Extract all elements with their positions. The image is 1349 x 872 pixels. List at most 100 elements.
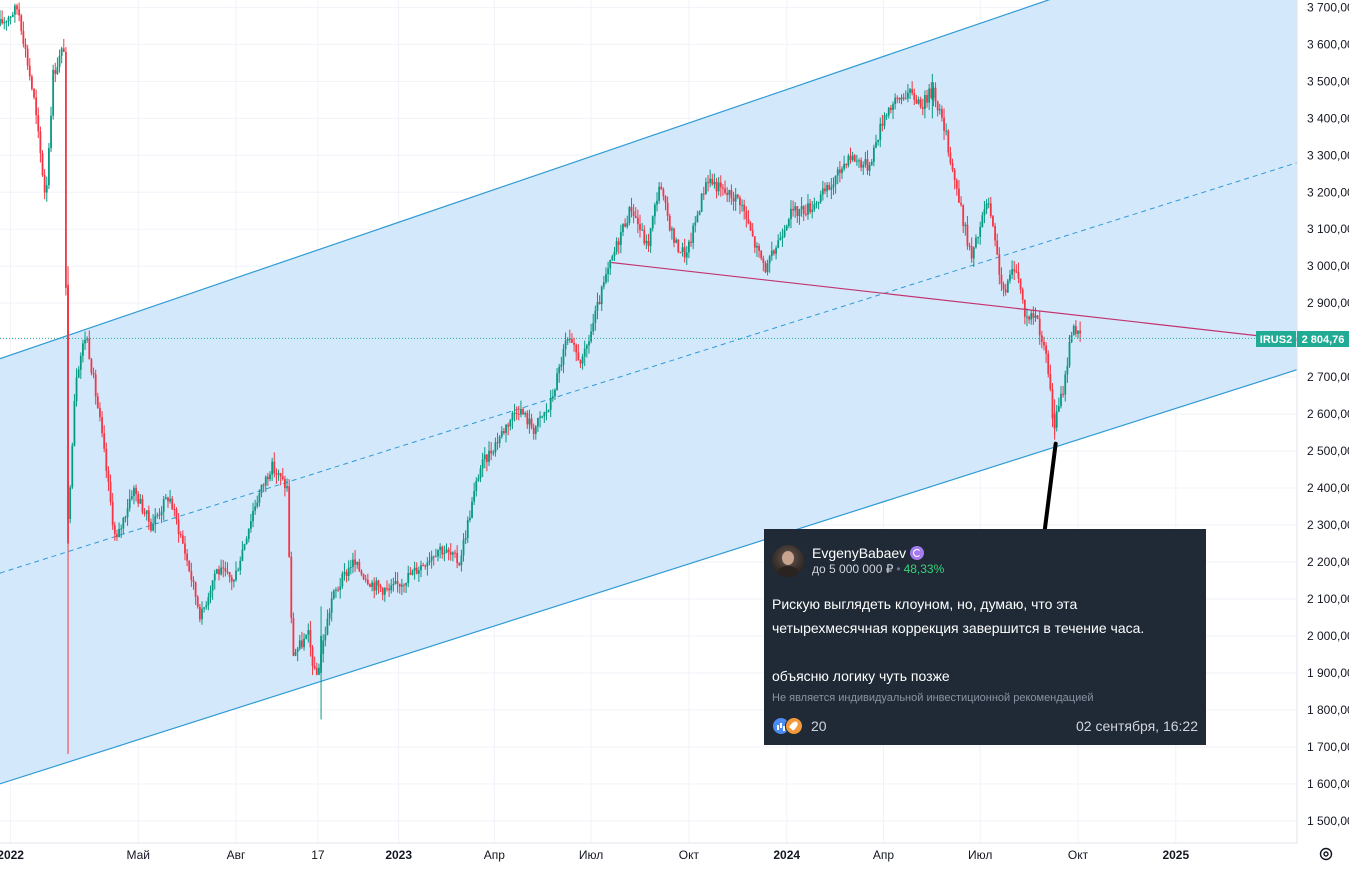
candle-body — [879, 123, 882, 141]
candle-body — [35, 97, 38, 116]
candle-body — [33, 88, 35, 98]
candle-body — [220, 567, 223, 575]
candle-body — [515, 412, 518, 414]
candle-body — [760, 250, 763, 259]
candle-body — [947, 130, 950, 153]
candle-body — [1013, 269, 1016, 272]
annotation-arrow-line[interactable] — [1041, 441, 1058, 539]
candle-body — [198, 606, 201, 620]
author-name[interactable]: EvgenyBabaev — [812, 545, 907, 561]
candle-body — [167, 497, 169, 502]
candle-body — [636, 217, 639, 225]
candle-body — [490, 450, 493, 454]
candle-body — [398, 583, 401, 587]
candle-body — [734, 194, 737, 202]
candle-body — [1028, 316, 1030, 320]
candle-body — [307, 630, 310, 635]
candle-body — [609, 259, 612, 269]
candle-body — [113, 525, 116, 535]
candle-body — [498, 436, 501, 444]
candle-body — [558, 366, 561, 374]
idea-post-card[interactable]: EvgenyBabaev до 5 000 000 ₽ • 48,33% Риску… — [764, 529, 1206, 745]
candle-body — [796, 206, 799, 216]
candle-body — [451, 552, 454, 555]
candle-body — [1038, 318, 1041, 336]
candle-body — [896, 97, 899, 99]
candle-body — [664, 196, 667, 203]
candle-body — [177, 519, 180, 534]
rocket-reaction-icon[interactable] — [785, 717, 803, 735]
candle-body — [930, 88, 933, 98]
candle-body — [511, 413, 514, 421]
candle-body — [875, 142, 877, 148]
candle-body — [315, 668, 318, 675]
candle-body — [513, 412, 516, 414]
candle-body — [3, 21, 6, 24]
candle-body — [52, 69, 55, 116]
candle-body — [1036, 315, 1039, 319]
candle-body — [860, 160, 863, 168]
candle-body — [756, 245, 758, 248]
candle-body — [192, 580, 195, 583]
trendline[interactable] — [611, 261, 1298, 341]
candle-body — [543, 412, 546, 417]
candle-body — [989, 203, 992, 217]
candle-body — [241, 549, 244, 561]
candle-body — [354, 559, 356, 565]
candle-body — [432, 556, 435, 558]
candle-body — [817, 201, 820, 204]
candle-body — [11, 14, 14, 17]
y-tick-label: 1 600,00 — [1307, 777, 1349, 791]
candle-body — [313, 665, 316, 669]
channel-mid-line[interactable] — [0, 162, 1298, 574]
y-tick-label: 2 300,00 — [1307, 518, 1349, 532]
avatar[interactable] — [772, 545, 804, 577]
candle-body — [853, 155, 856, 162]
candle-body — [992, 216, 994, 227]
candle-body — [866, 159, 869, 171]
candle-body — [318, 667, 320, 675]
candle-body — [698, 211, 701, 216]
candle-body — [728, 190, 731, 195]
candle-body — [39, 131, 42, 154]
candle-body — [383, 588, 386, 595]
candle-body — [887, 107, 890, 116]
candle-body — [94, 374, 97, 397]
candle-body — [460, 555, 463, 566]
candle-body — [611, 256, 614, 260]
candle-body — [798, 209, 801, 216]
channel-upper-line[interactable] — [0, 0, 1297, 360]
candle-body — [54, 69, 57, 74]
candle-body — [400, 584, 403, 587]
candle-body — [955, 180, 958, 189]
gear-icon[interactable] — [1318, 846, 1334, 862]
drawings — [0, 261, 1298, 539]
reactions[interactable] — [772, 717, 803, 735]
candle-body — [420, 565, 422, 571]
candle-body — [551, 396, 554, 398]
author-stats: до 5 000 000 ₽ • 48,33% — [812, 561, 944, 577]
reaction-count: 20 — [811, 718, 827, 734]
candle-body — [48, 148, 50, 186]
post-text-line: четырехмесячная коррекция завершится в т… — [772, 620, 1145, 636]
candle-body — [592, 322, 595, 332]
candle-body — [124, 517, 127, 519]
candle-body — [415, 567, 418, 574]
candle-body — [509, 420, 512, 427]
candle-body — [764, 262, 767, 273]
y-tick-label: 2 200,00 — [1307, 555, 1349, 569]
candle-body — [303, 638, 305, 648]
candle-body — [707, 182, 709, 184]
candle-body — [643, 229, 646, 244]
candle-body — [813, 204, 816, 210]
candle-body — [934, 87, 937, 102]
x-tick-label: 17 — [311, 848, 325, 862]
channel-lower-line[interactable] — [0, 369, 1298, 785]
candle-body — [1026, 316, 1028, 318]
candle-body — [181, 535, 184, 544]
candle-body — [390, 585, 393, 591]
candle-body — [1060, 393, 1062, 407]
candle-body — [1015, 271, 1018, 273]
